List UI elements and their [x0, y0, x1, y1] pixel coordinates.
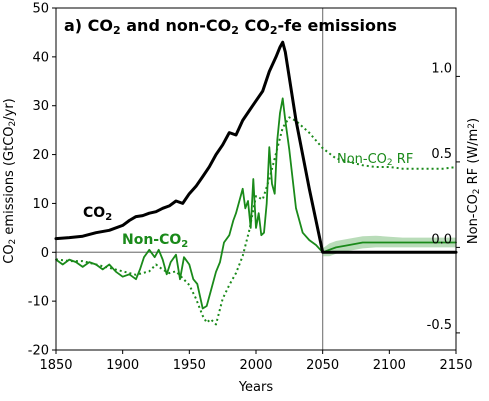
- y-tick-label: 20: [32, 148, 49, 163]
- y2-tick-label: 0.5: [431, 147, 452, 162]
- nonco2-series-label: Non-CO2: [122, 232, 188, 250]
- y2-tick-label: -0.5: [427, 318, 452, 333]
- reference-lines: [56, 8, 456, 350]
- y-tick-label: 10: [32, 197, 49, 212]
- x-tick-label: 2100: [373, 358, 406, 373]
- y-tick-label: 30: [32, 99, 49, 114]
- plot-frame: [55, 7, 457, 351]
- nonco2-rf-series-label: Non-CO2 RF: [337, 152, 413, 168]
- y-tick-label: 0: [41, 246, 49, 261]
- nonco2-uncertainty-band: [322, 235, 456, 257]
- x-tick-label: 1900: [106, 358, 139, 373]
- nonco2-rf-series-line: [55, 116, 457, 326]
- y2-tick-label: 1.0: [431, 61, 452, 76]
- y-tick-label: 50: [32, 2, 49, 17]
- uncertainty-band-layer: [322, 235, 456, 257]
- x-tick-label: 2150: [439, 358, 472, 373]
- co2-series-line: [54, 40, 458, 254]
- nonco2-series-line: [55, 97, 457, 310]
- x-tick-label: 2000: [239, 358, 272, 373]
- y-axis-label: CO2 emissions (GtCO2/yr): [2, 98, 18, 264]
- co2-series-label: CO2: [83, 205, 112, 223]
- x-tick-label: 1950: [173, 358, 206, 373]
- ticks-layer: 1850 1900 1950 2000 2050 2100 2150 -20 -10 0 10 20 3…: [28, 2, 473, 374]
- x-tick-label: 2050: [306, 358, 339, 373]
- x-tick-label: 1850: [39, 358, 72, 373]
- x-axis-label: Years: [238, 380, 274, 395]
- chart-title: a) CO2 and non-CO2 CO2-fe emissions: [64, 16, 397, 37]
- y2-tick-label: 0.0: [431, 232, 452, 247]
- y-tick-label: 40: [32, 50, 49, 65]
- y-tick-label: -10: [28, 295, 49, 310]
- series-layer: [54, 40, 458, 326]
- y2-axis-label: Non-CO2 RF (W/m2): [466, 118, 482, 244]
- y-tick-label: -20: [28, 344, 49, 359]
